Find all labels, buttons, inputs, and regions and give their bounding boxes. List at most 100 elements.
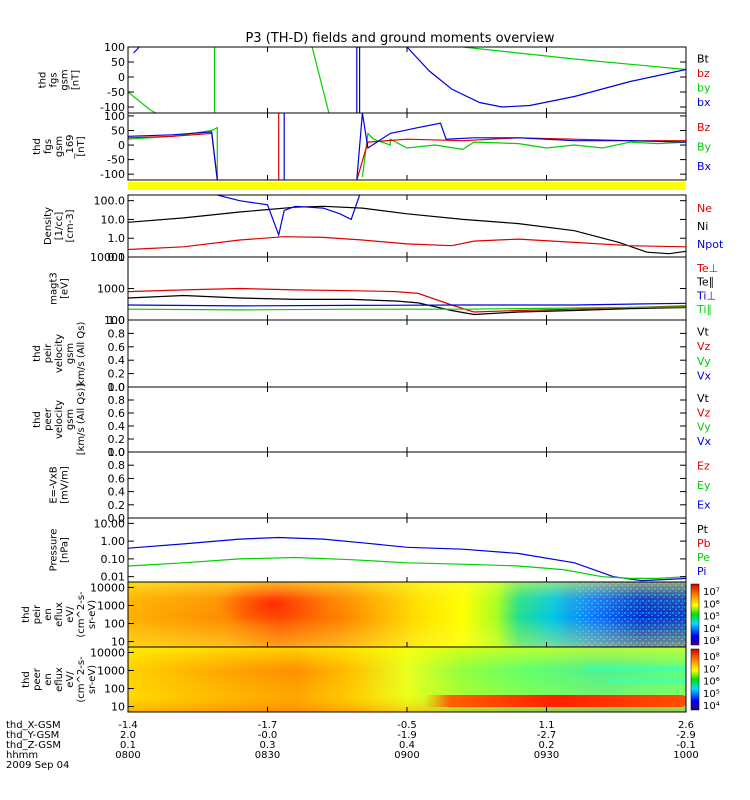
y-axis-label-line: gsm: [65, 343, 76, 364]
legend-entry: Te⊥: [696, 262, 718, 275]
y-axis-label-line: thd: [38, 72, 49, 89]
legend-entry: Ti∥: [696, 303, 712, 316]
y-axis-label-line: peir: [32, 604, 43, 624]
legend-entry: Npot: [697, 238, 724, 251]
y-tick-label: 10000: [90, 251, 125, 264]
colorbar-tick-label: 10⁷: [703, 664, 720, 675]
y-tick-label: 0.6: [108, 407, 126, 420]
y-tick-label: 0.10: [101, 553, 126, 566]
y-axis-label-line: fgs: [43, 139, 54, 154]
legend-entry: Vy: [697, 355, 711, 368]
y-tick-label: -100: [100, 168, 125, 181]
mid-energy-band: [607, 677, 686, 683]
legend: Ne Ni Npot: [697, 202, 724, 251]
ephemeris-value: 1000: [673, 750, 698, 761]
panel-temperature: 10000 1000 100 magt3 [eV] Te⊥Te∥Ti⊥Ti∥: [49, 251, 719, 327]
ephemeris-value: -1.7: [258, 720, 278, 731]
panel-frame: [127, 451, 687, 519]
y-tick-label: 0.6: [108, 341, 126, 354]
y-axis-label: E=-VxB [mV/m]: [49, 466, 71, 504]
legend-entry: bx: [697, 96, 711, 109]
ephemeris-label: thd_X-GSM: [6, 720, 61, 731]
series-line-green: [128, 556, 686, 580]
y-axis-label-line: thd: [32, 411, 43, 428]
legend-entry: Pb: [697, 537, 711, 550]
y-tick-label: 0.8: [108, 327, 126, 340]
spectrogram-image: [128, 582, 686, 647]
ephemeris-value: 0800: [115, 750, 140, 761]
legend-entry: Pt: [697, 523, 709, 536]
ephemeris-value: -2.7: [537, 730, 557, 741]
y-tick-label: 50: [111, 56, 125, 69]
y-axis-label-line: peir: [43, 343, 54, 363]
legend-entry: Ex: [697, 498, 711, 511]
y-axis-label: thd peir en eflux eV/(cm^2-s-sr-eV): [21, 591, 98, 638]
colorbar-tick-label: 10⁷: [703, 587, 720, 598]
legend-entry: Vy: [697, 421, 711, 434]
y-tick-label: 10.00: [94, 517, 126, 530]
y-tick-label: 1.0: [108, 232, 126, 245]
figure-title: P3 (TH-D) fields and ground moments over…: [245, 31, 554, 46]
y-tick-label: -50: [107, 86, 125, 99]
y-axis-label: thd peir velocity gsm km/s (All Qs): [32, 322, 87, 386]
y-axis-label-line: [mV/m]: [60, 466, 71, 504]
y-axis-label-line: thd: [21, 671, 32, 688]
y-tick-label: 0.0: [108, 381, 126, 394]
legend: Te⊥Te∥Ti⊥Ti∥: [696, 262, 718, 316]
panel-frame: [127, 194, 687, 258]
series-line-red: [128, 236, 686, 251]
y-axis-label-line: thd: [32, 345, 43, 362]
colorbar-tick-label: 10⁴: [703, 624, 720, 635]
y-tick-label: 0.01: [101, 571, 126, 584]
ephemeris-value: -1.4: [118, 720, 138, 731]
y-axis-label-line: Pressure: [49, 529, 60, 572]
y-tick-label: -100: [100, 101, 125, 114]
yellow-quality-bar: [128, 182, 686, 190]
series-line-green: [462, 47, 686, 71]
colorbar-tick-label: 10⁵: [703, 689, 720, 700]
legend-entry: Te∥: [696, 276, 714, 289]
legend-entry: Ti⊥: [696, 289, 716, 302]
legend-entry: Ni: [697, 220, 708, 233]
y-tick-label: 10: [111, 701, 125, 714]
series-line-blue: [128, 536, 686, 582]
series-line-red: [128, 132, 218, 180]
y-axis-label-line: eflux: [54, 602, 65, 627]
spectrogram-shading: [128, 582, 686, 647]
series-line-green: [128, 91, 157, 113]
ephemeris-value: -0.1: [676, 740, 696, 751]
legend: Bz By Bx: [697, 121, 712, 173]
colorbar: [690, 648, 700, 711]
ephemeris-value: -0.0: [258, 730, 278, 741]
colorbar-tick-label: 10⁶: [703, 599, 720, 610]
y-tick-label: 1.0: [108, 381, 126, 394]
y-tick-label: 0.0: [108, 446, 126, 459]
ephemeris-label: hhmm: [6, 750, 38, 761]
series-line-blue: [356, 47, 361, 113]
y-tick-label: 0.0: [108, 512, 126, 525]
panel-frame: [127, 256, 687, 321]
legend-entry: Vt: [697, 392, 710, 405]
colorbar-tick-label: 10⁸: [703, 652, 720, 663]
ephemeris-label: thd_Y-GSM: [6, 730, 59, 741]
y-tick-label: 10.0: [101, 213, 126, 226]
series-line-black: [128, 205, 686, 255]
series-line-blue: [217, 195, 361, 238]
y-axis-label-line: eV/: [65, 671, 76, 688]
y-tick-label: 0.2: [108, 368, 126, 381]
y-tick-label: 0.4: [108, 420, 126, 433]
panel-frame: [127, 386, 687, 453]
series-line-red: [128, 287, 686, 313]
y-axis-label: thd fgs gsm [nT]: [38, 69, 82, 90]
y-tick-label: 0.4: [108, 486, 126, 499]
y-tick-label: 1000: [97, 664, 125, 677]
y-axis-label-line: en: [43, 608, 54, 621]
y-axis-label-line: [1/cc]: [54, 212, 65, 241]
